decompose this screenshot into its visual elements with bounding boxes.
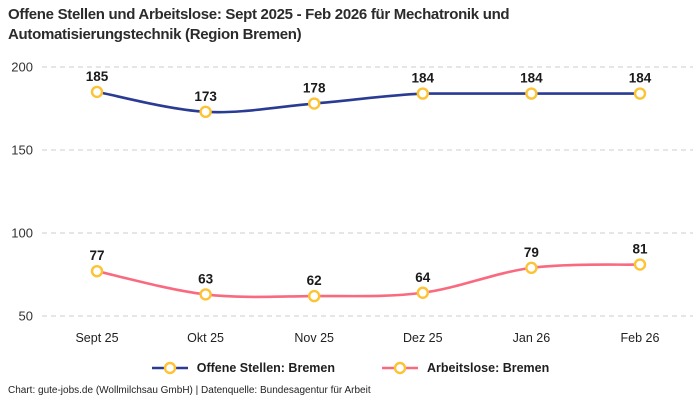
- data-point-offene-stellen-1: [90, 85, 104, 99]
- value-label-offene-stellen-5: 184: [520, 71, 543, 86]
- x-tick-label-3: Nov 25: [294, 331, 334, 345]
- chart-legend: Offene Stellen: Bremen Arbeitslose: Brem…: [0, 361, 700, 375]
- legend-item-arbeitslose: Arbeitslose: Bremen: [381, 361, 549, 375]
- data-point-offene-stellen-3: [308, 97, 321, 110]
- value-label-arbeitslose-4: 64: [415, 270, 431, 285]
- value-label-offene-stellen-1: 185: [86, 69, 109, 84]
- value-label-arbeitslose-2: 63: [198, 271, 214, 286]
- data-point-arbeitslose-2: [199, 288, 212, 301]
- data-point-arbeitslose-1: [90, 264, 104, 278]
- legend-item-offene-stellen: Offene Stellen: Bremen: [151, 361, 335, 375]
- y-tick-label-200: 200: [11, 60, 33, 75]
- legend-label-arbeitslose: Arbeitslose: Bremen: [426, 361, 550, 375]
- value-label-arbeitslose-5: 79: [524, 245, 539, 260]
- series-line-offene-stellen: [95, 90, 642, 114]
- data-point-arbeitslose-6: [633, 258, 647, 271]
- data-point-offene-stellen-2: [199, 105, 212, 119]
- chart-title: Offene Stellen und Arbeitslose: Sept 202…: [8, 6, 510, 43]
- y-tick-label-50: 50: [19, 309, 33, 324]
- legend-marker-icon: [163, 361, 176, 375]
- value-label-offene-stellen-6: 184: [629, 71, 652, 86]
- series-line-arbeitslose: [95, 263, 642, 299]
- data-point-offene-stellen-4: [416, 87, 429, 100]
- x-tick-label-2: Okt 25: [187, 331, 224, 345]
- x-tick-label-4: Dez 25: [403, 331, 443, 345]
- chart-plot: 200 150 100 50 Sept 25 Okt 25 Nov 25 Dez 25 Jan …: [11, 60, 693, 345]
- value-label-offene-stellen-2: 173: [194, 89, 217, 104]
- data-point-arbeitslose-5: [525, 261, 538, 275]
- chart-source-footer: Chart: gute-jobs.de (Wollmilchsau GmbH) …: [8, 385, 371, 396]
- value-label-offene-stellen-3: 178: [303, 81, 326, 96]
- legend-line-sample-arbeitslose: [381, 361, 418, 375]
- value-label-arbeitslose-1: 77: [89, 248, 104, 263]
- legend-label-offene-stellen: Offene Stellen: Bremen: [196, 361, 335, 375]
- legend-marker-icon: [393, 361, 407, 375]
- x-tick-label-5: Jan 26: [513, 331, 551, 345]
- x-tick-label-1: Sept 25: [75, 331, 118, 345]
- data-point-arbeitslose-3: [308, 289, 321, 303]
- value-label-arbeitslose-3: 62: [307, 273, 322, 288]
- data-point-offene-stellen-5: [525, 87, 538, 100]
- y-tick-label-100: 100: [11, 226, 33, 241]
- legend-line-sample-offene-stellen: [151, 361, 188, 375]
- y-tick-label-150: 150: [11, 143, 33, 158]
- data-point-offene-stellen-6: [633, 87, 647, 100]
- value-label-arbeitslose-6: 81: [632, 242, 648, 257]
- value-label-offene-stellen-4: 184: [412, 71, 435, 86]
- data-point-arbeitslose-4: [416, 286, 429, 299]
- x-tick-label-6: Feb 26: [621, 331, 660, 345]
